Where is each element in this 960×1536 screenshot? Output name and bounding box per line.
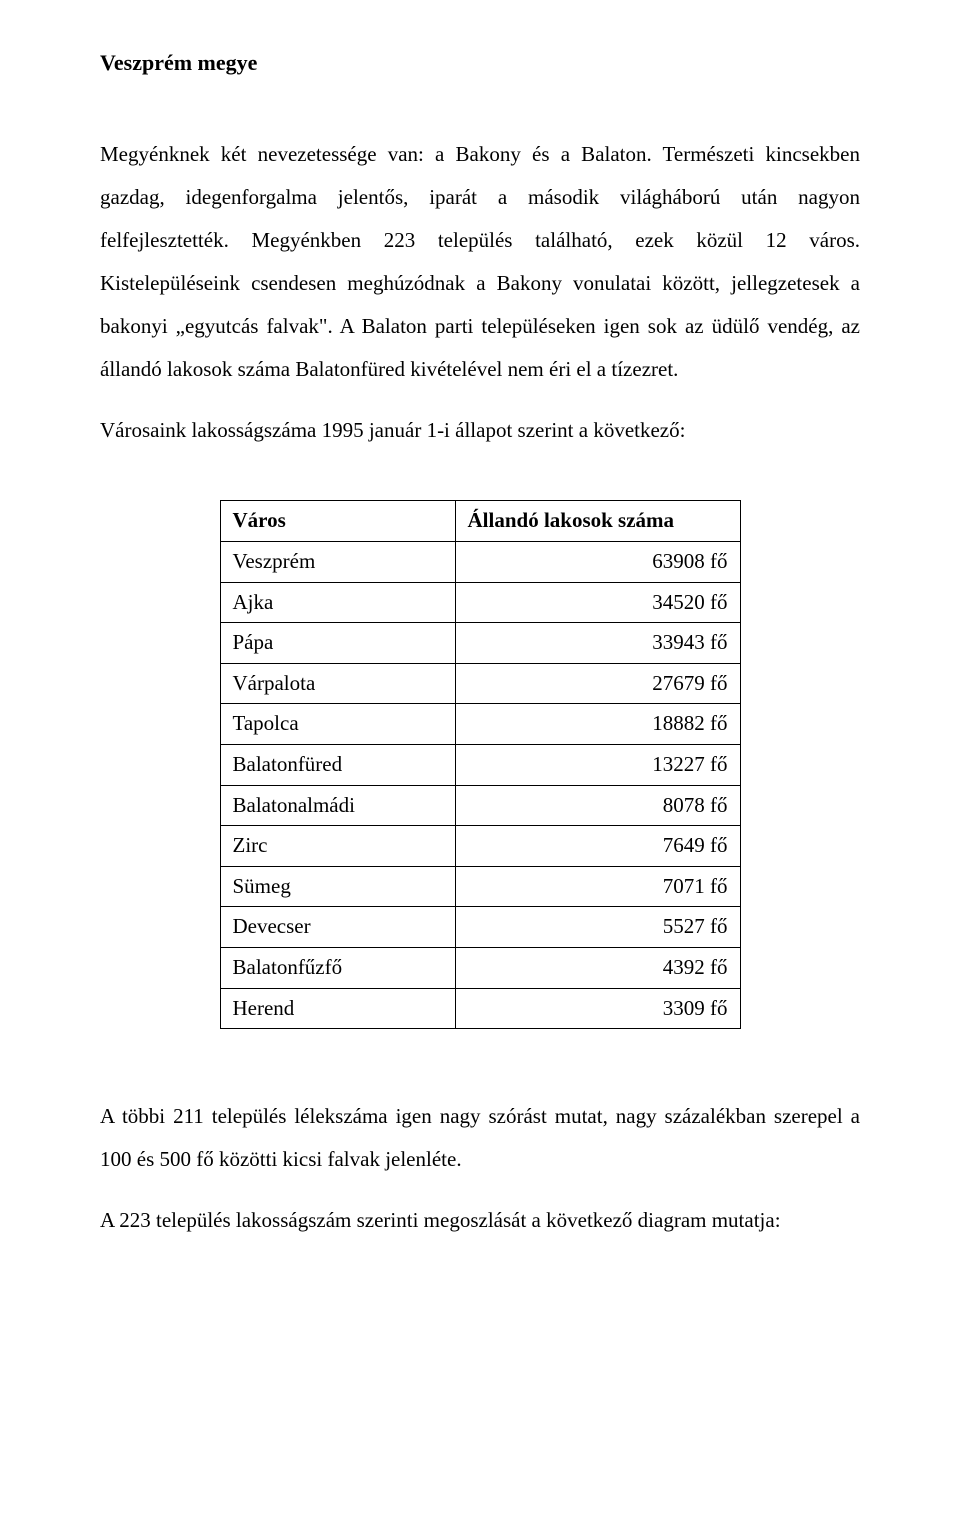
city-cell: Várpalota (220, 663, 455, 704)
table-row: Ajka 34520 fő (220, 582, 740, 623)
value-cell: 3309 fő (455, 988, 740, 1029)
city-cell: Ajka (220, 582, 455, 623)
closing-paragraph-1: A többi 211 település lélekszáma igen na… (100, 1095, 860, 1181)
city-cell: Balatonfűzfő (220, 947, 455, 988)
city-cell: Pápa (220, 623, 455, 664)
table-row: Balatonalmádi 8078 fő (220, 785, 740, 826)
value-cell: 4392 fő (455, 947, 740, 988)
table-row: Devecser 5527 fő (220, 907, 740, 948)
city-cell: Balatonfüred (220, 744, 455, 785)
table-row: Balatonfűzfő 4392 fő (220, 947, 740, 988)
city-cell: Sümeg (220, 866, 455, 907)
city-cell: Herend (220, 988, 455, 1029)
population-table: Város Állandó lakosok száma Veszprém 639… (220, 500, 741, 1029)
intro-paragraph: Megyénknek két nevezetessége van: a Bako… (100, 133, 860, 391)
value-cell: 63908 fő (455, 542, 740, 583)
value-cell: 18882 fő (455, 704, 740, 745)
population-table-wrap: Város Állandó lakosok száma Veszprém 639… (100, 500, 860, 1029)
value-cell: 13227 fő (455, 744, 740, 785)
value-cell: 33943 fő (455, 623, 740, 664)
city-cell: Devecser (220, 907, 455, 948)
value-cell: 34520 fő (455, 582, 740, 623)
table-row: Zirc 7649 fő (220, 826, 740, 867)
table-row: Herend 3309 fő (220, 988, 740, 1029)
table-intro-paragraph: Városaink lakosságszáma 1995 január 1-i … (100, 409, 860, 452)
table-row: Veszprém 63908 fő (220, 542, 740, 583)
document-page: Veszprém megye Megyénknek két nevezetess… (0, 0, 960, 1536)
value-cell: 7649 fő (455, 826, 740, 867)
value-cell: 7071 fő (455, 866, 740, 907)
table-row: Pápa 33943 fő (220, 623, 740, 664)
table-header-row: Város Állandó lakosok száma (220, 501, 740, 542)
page-title: Veszprém megye (100, 40, 860, 85)
table-header-city: Város (220, 501, 455, 542)
city-cell: Zirc (220, 826, 455, 867)
closing-paragraph-2: A 223 település lakosságszám szerinti me… (100, 1199, 860, 1242)
table-row: Tapolca 18882 fő (220, 704, 740, 745)
value-cell: 8078 fő (455, 785, 740, 826)
city-cell: Veszprém (220, 542, 455, 583)
table-row: Balatonfüred 13227 fő (220, 744, 740, 785)
value-cell: 5527 fő (455, 907, 740, 948)
city-cell: Tapolca (220, 704, 455, 745)
table-header-pop: Állandó lakosok száma (455, 501, 740, 542)
table-row: Sümeg 7071 fő (220, 866, 740, 907)
table-row: Várpalota 27679 fő (220, 663, 740, 704)
value-cell: 27679 fő (455, 663, 740, 704)
city-cell: Balatonalmádi (220, 785, 455, 826)
